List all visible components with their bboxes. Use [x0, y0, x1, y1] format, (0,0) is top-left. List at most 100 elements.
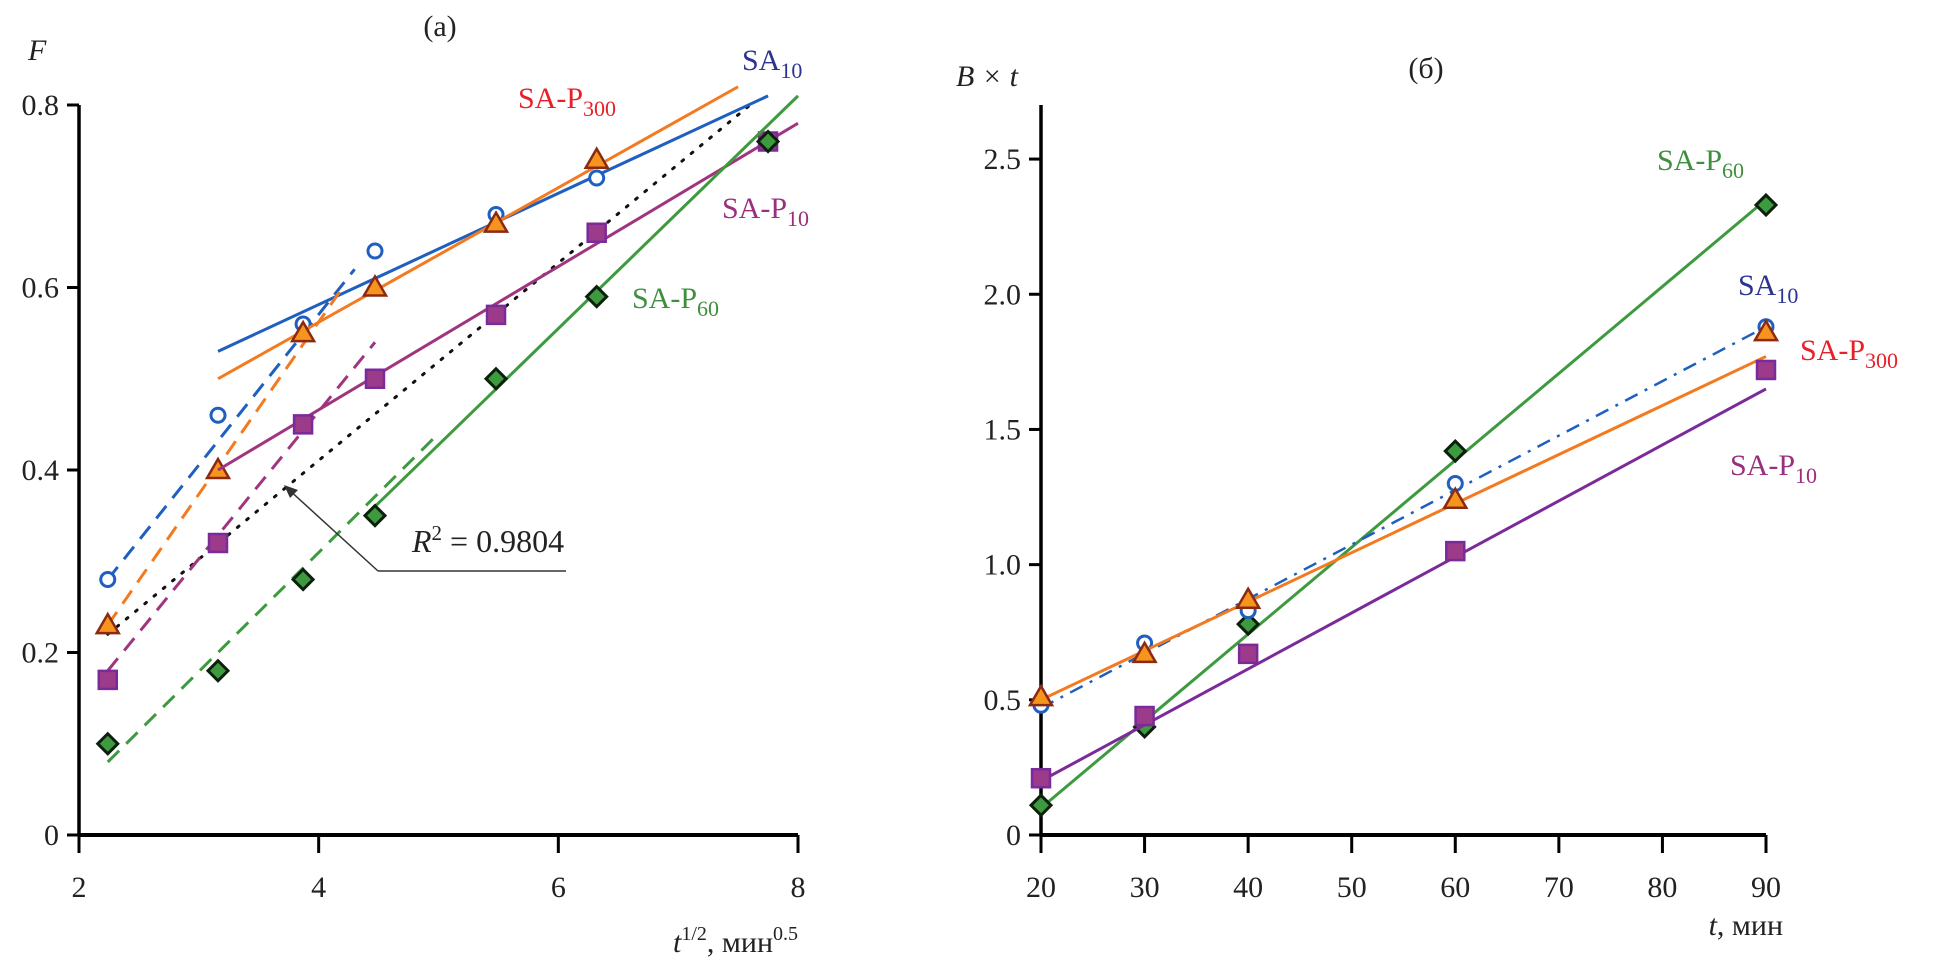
data-point	[95, 731, 120, 756]
data-point	[1753, 192, 1779, 218]
annotation-arrowhead-icon	[284, 485, 298, 498]
data-point	[289, 319, 317, 343]
data-point	[1442, 486, 1469, 509]
data-point	[1030, 767, 1052, 789]
series-sa-p10	[97, 121, 799, 691]
y-tick-label: 0.4	[22, 454, 60, 487]
series-sa-p10	[1030, 359, 1777, 789]
data-point	[588, 169, 606, 187]
panel-a-title: (a)	[423, 10, 456, 43]
data-point	[1028, 793, 1054, 818]
y-tick-label: 1.0	[984, 549, 1022, 582]
x-tick-label: 90	[1751, 871, 1781, 904]
series-sa-p60	[95, 94, 800, 764]
x-tick-label: 40	[1233, 871, 1263, 904]
data-point	[485, 304, 507, 326]
annotation-leader-diagonal	[286, 487, 379, 572]
x-tick-label: 70	[1544, 871, 1574, 904]
x-title-base: t	[673, 926, 682, 959]
data-point	[99, 571, 117, 588]
data-point	[362, 503, 388, 528]
data-point	[1234, 586, 1262, 610]
r-squared-annotation: R2 = 0.9804	[284, 485, 566, 572]
data-point	[207, 532, 229, 554]
panel-b-x-axis-title: t, мин	[1709, 909, 1783, 942]
early-fit-line	[106, 268, 356, 581]
series-label-sa-p10: SA-P10	[1730, 449, 1817, 488]
data-point	[1131, 640, 1158, 664]
data-point	[1755, 359, 1777, 381]
late-fit-line	[373, 94, 800, 508]
data-point	[584, 284, 609, 309]
series-label-sa-p60: SA-P60	[1657, 144, 1744, 183]
data-point	[364, 368, 386, 389]
x-tick-label: 50	[1337, 871, 1367, 904]
data-point	[586, 222, 607, 243]
y-tick-label: 1.5	[984, 413, 1022, 446]
x-tick-label: 2	[72, 871, 87, 904]
panel-b-y-axis-title: B × t	[956, 60, 1019, 93]
fit-line	[1040, 198, 1767, 810]
panel-a-series-labels: SA10 SA-P300 SA-P10 SA-P60	[518, 44, 809, 321]
data-point	[205, 658, 231, 683]
annotation-sup: 2	[432, 521, 443, 545]
data-point	[1236, 611, 1261, 637]
series-sa-p300	[94, 85, 739, 635]
series-label-sa-p300: SA-P300	[518, 82, 616, 121]
panel-b-series	[1027, 192, 1780, 818]
panel-b-title: (б)	[1408, 52, 1443, 85]
y-tick-label: 0.5	[984, 684, 1022, 717]
x-tick-label: 8	[791, 871, 806, 904]
data-point	[1445, 540, 1466, 562]
x-title-unit: , мин	[1717, 909, 1783, 942]
data-point	[209, 406, 227, 424]
early-fit-line	[106, 286, 344, 626]
panel-b: (б) B × t 20 30 40 50 60 70 80 9000.51.01.52.02…	[956, 52, 1898, 942]
data-point	[482, 210, 510, 233]
panel-a-series	[94, 85, 800, 764]
panel-b-axes: 20 30 40 50 60 70 80 90 0 0.5 1.0 1.5 2.0 2.5	[984, 105, 1781, 904]
x-tick-label: 80	[1647, 871, 1677, 904]
series-label-sa-p300: SA-P300	[1800, 334, 1898, 373]
series-label-sa10: SA10	[1738, 269, 1798, 308]
y-tick-label: 0	[1006, 819, 1021, 852]
fit-line	[1040, 325, 1767, 710]
data-point	[1237, 643, 1259, 665]
data-point	[97, 669, 119, 691]
x-tick-label: 30	[1130, 871, 1160, 904]
data-point	[1443, 438, 1468, 464]
y-tick-label: 0.6	[22, 272, 60, 305]
early-fit-line	[106, 432, 440, 764]
y-tick-label: 0.2	[22, 637, 60, 670]
x-tick-label: 20	[1026, 871, 1056, 904]
x-title-unit-sup: 0.5	[773, 923, 798, 945]
y-tick-label: 2.0	[984, 278, 1022, 311]
panel-a-axes: 2 4 6 8 0 0.2 0.4 0.6 0.8	[22, 89, 806, 904]
fit-line	[1040, 355, 1767, 702]
x-title-unit: , мин	[707, 926, 773, 959]
x-tick-label: 4	[311, 871, 326, 904]
data-point	[292, 414, 314, 435]
annotation-value: = 0.9804	[442, 523, 564, 559]
x-tick-label: 60	[1440, 871, 1470, 904]
y-tick-label: 2.5	[984, 143, 1022, 176]
data-point	[1134, 705, 1155, 727]
late-fit-line	[217, 121, 799, 472]
svg-text:t, мин: t, мин	[1709, 909, 1783, 942]
early-fit-line	[106, 341, 377, 672]
data-point	[290, 567, 316, 592]
data-point	[483, 366, 509, 391]
y-tick-label: 0	[44, 819, 59, 852]
svg-text:t1/2, мин0.5: t1/2, мин0.5	[673, 923, 798, 959]
data-point	[1752, 318, 1780, 342]
fit-line	[1040, 387, 1767, 783]
data-point	[366, 242, 384, 260]
panel-a-y-axis-title: F	[27, 34, 47, 67]
x-title-sup: 1/2	[681, 923, 707, 945]
series-label-sa-p60: SA-P60	[632, 282, 719, 321]
series-sa-p300	[1027, 318, 1780, 707]
x-title-base: t	[1709, 909, 1718, 942]
data-point	[1027, 683, 1055, 707]
